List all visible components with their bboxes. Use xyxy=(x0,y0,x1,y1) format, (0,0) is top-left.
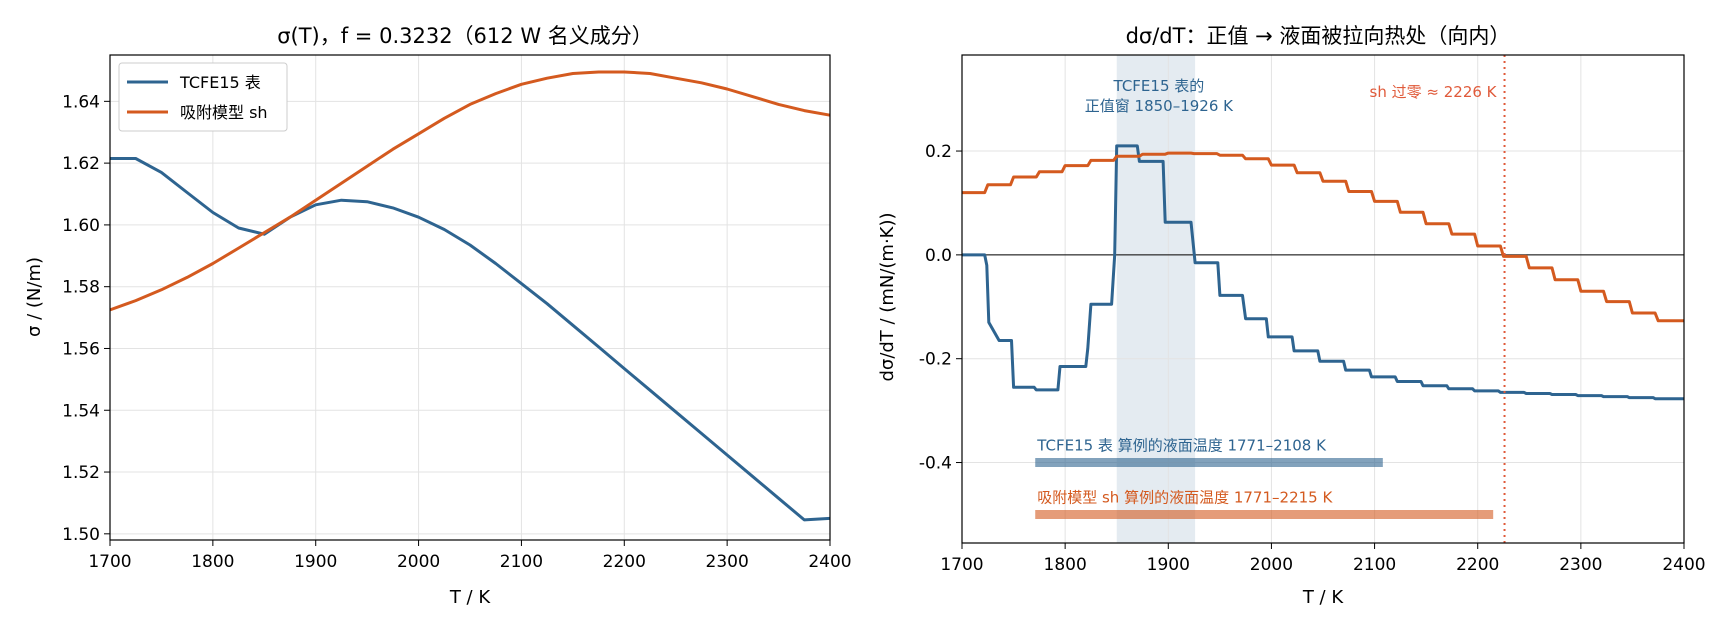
y-tick-label: 0.2 xyxy=(925,142,952,162)
left-y-axis-label: σ / (N/m) xyxy=(24,257,45,337)
left-chart-panel: σ(T)，f = 0.3232（612 W 名义成分） 1700 1800 1900… xyxy=(24,24,852,608)
y-tick-label: 1.52 xyxy=(62,463,100,483)
left-grid xyxy=(109,55,831,540)
x-tick-label: 1700 xyxy=(88,552,131,572)
y-tick-label: 1.64 xyxy=(62,92,100,112)
left-plot-frame xyxy=(109,54,831,541)
right-chart-title: dσ/dT：正值 → 液面被拉向热处（向内） xyxy=(1126,24,1511,48)
x-tick-label: 2100 xyxy=(1353,555,1396,575)
right-grid xyxy=(961,55,1685,543)
left-x-axis-label: T / K xyxy=(449,587,492,608)
x-tick-label: 1800 xyxy=(191,552,234,572)
series-line xyxy=(962,151,1684,323)
positive-window-band xyxy=(1116,55,1196,543)
right-ticks: 1700 1800 1900 2000 2100 2200 2300 2400 0.2 0.0 -0… xyxy=(919,142,1706,575)
y-tick-label: 1.50 xyxy=(62,525,100,545)
legend-label-tcfe15: TCFE15 表 xyxy=(179,73,261,92)
x-tick-label: 2400 xyxy=(1662,555,1705,575)
series-line xyxy=(109,70,831,312)
x-tick-label: 2200 xyxy=(1456,555,1499,575)
x-tick-label: 2200 xyxy=(603,552,646,572)
x-tick-label: 1900 xyxy=(294,552,337,572)
y-tick-label: 0.0 xyxy=(925,246,952,266)
legend-label-sh: 吸附模型 sh xyxy=(180,103,268,122)
x-tick-label: 2300 xyxy=(706,552,749,572)
x-tick-label: 1900 xyxy=(1147,555,1190,575)
range-bar-label-tcfe15: TCFE15 表 算例的液面温度 1771–2108 K xyxy=(1036,437,1327,455)
vline-label: sh 过零 ≈ 2226 K xyxy=(1370,83,1498,101)
y-tick-label: 1.56 xyxy=(62,339,100,359)
y-tick-label: -0.4 xyxy=(919,454,952,474)
x-tick-label: 2100 xyxy=(500,552,543,572)
legend: TCFE15 表 吸附模型 sh xyxy=(118,62,288,132)
series-line xyxy=(962,144,1684,401)
y-tick-label: 1.60 xyxy=(62,216,100,236)
y-tick-label: 1.62 xyxy=(62,154,100,174)
y-tick-label: 1.58 xyxy=(62,278,100,298)
right-series-group xyxy=(962,144,1684,401)
x-tick-label: 1800 xyxy=(1044,555,1087,575)
x-tick-label: 2400 xyxy=(808,552,851,572)
right-shaded-band-group xyxy=(1116,55,1196,543)
x-tick-label: 2000 xyxy=(397,552,440,572)
x-tick-label: 2300 xyxy=(1559,555,1602,575)
series-line xyxy=(110,157,831,522)
left-ticks: 1700 1800 1900 2000 2100 2200 2300 2400 1.50 1.52… xyxy=(62,92,851,572)
y-tick-label: -0.2 xyxy=(919,350,952,370)
right-y-axis-label: dσ/dT / (mN/(m·K)) xyxy=(877,212,898,381)
range-bar-label-sh: 吸附模型 sh 算例的液面温度 1771–2215 K xyxy=(1037,488,1333,506)
left-series-group xyxy=(109,70,831,522)
right-plot-frame xyxy=(961,54,1685,544)
y-tick-label: 1.54 xyxy=(62,401,100,421)
right-chart-panel: dσ/dT：正值 → 液面被拉向热处（向内） 1700 1800 1900 2000 2… xyxy=(877,24,1706,608)
x-tick-label: 1700 xyxy=(940,555,983,575)
right-range-bars xyxy=(1035,458,1494,519)
left-chart-title: σ(T)，f = 0.3232（612 W 名义成分） xyxy=(277,24,653,48)
x-tick-label: 2000 xyxy=(1250,555,1293,575)
right-x-axis-label: T / K xyxy=(1302,587,1345,608)
shaded-band-label: TCFE15 表的正值窗 1850–1926 K xyxy=(1085,77,1234,115)
legend-box xyxy=(118,62,288,132)
